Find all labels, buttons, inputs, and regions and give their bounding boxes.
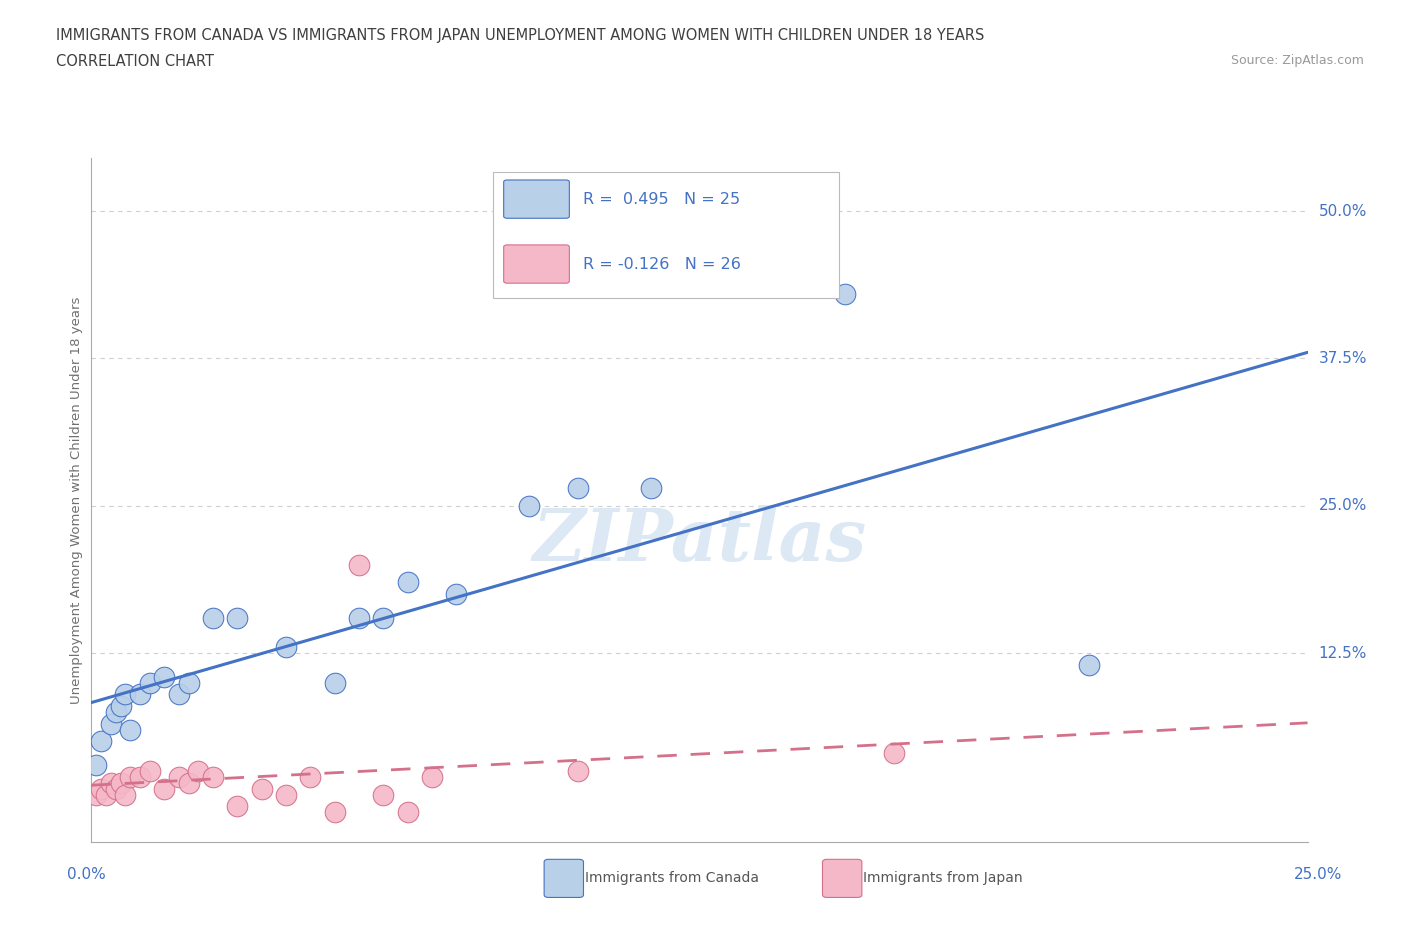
Point [517, 498, 540, 513]
Point [167, 769, 190, 784]
Text: CORRELATION CHART: CORRELATION CHART [56, 54, 214, 69]
Point [640, 481, 662, 496]
Point [94, 787, 117, 802]
Text: Source: ZipAtlas.com: Source: ZipAtlas.com [1230, 54, 1364, 67]
Point [373, 787, 395, 802]
Point [153, 781, 176, 796]
Text: Immigrants from Japan: Immigrants from Japan [863, 870, 1024, 885]
FancyBboxPatch shape [503, 180, 569, 219]
Text: R = -0.126   N = 26: R = -0.126 N = 26 [582, 257, 741, 272]
Point [226, 610, 249, 625]
Point [100, 716, 122, 731]
Text: 25.0%: 25.0% [1319, 498, 1367, 513]
Text: R =  0.495   N = 25: R = 0.495 N = 25 [582, 192, 740, 206]
FancyBboxPatch shape [492, 172, 839, 299]
Point [177, 776, 200, 790]
Point [110, 776, 132, 790]
Point [100, 776, 122, 790]
Point [883, 746, 905, 761]
Point [274, 640, 297, 655]
Point [420, 769, 443, 784]
Point [90, 734, 112, 749]
Point [104, 705, 127, 720]
Text: IMMIGRANTS FROM CANADA VS IMMIGRANTS FROM JAPAN UNEMPLOYMENT AMONG WOMEN WITH CH: IMMIGRANTS FROM CANADA VS IMMIGRANTS FRO… [56, 28, 984, 43]
Point [167, 687, 190, 702]
Text: 25.0%: 25.0% [1295, 867, 1343, 882]
Point [567, 481, 589, 496]
Point [129, 687, 152, 702]
Point [274, 787, 297, 802]
Point [567, 764, 589, 778]
Point [129, 769, 152, 784]
Y-axis label: Unemployment Among Women with Children Under 18 years: Unemployment Among Women with Children U… [70, 296, 83, 704]
Point [226, 799, 249, 814]
Point [323, 804, 346, 819]
Point [120, 723, 142, 737]
Point [396, 804, 419, 819]
Point [90, 781, 112, 796]
Point [104, 781, 127, 796]
Point [110, 698, 132, 713]
FancyBboxPatch shape [503, 245, 569, 284]
Point [139, 764, 162, 778]
Point [396, 575, 419, 590]
Point [1077, 658, 1099, 672]
Point [323, 675, 346, 690]
Point [834, 286, 856, 301]
Text: 12.5%: 12.5% [1319, 645, 1367, 660]
Point [299, 769, 322, 784]
Point [139, 675, 162, 690]
Text: 50.0%: 50.0% [1319, 204, 1367, 219]
Point [114, 787, 136, 802]
Point [120, 769, 142, 784]
Point [84, 758, 107, 773]
Point [202, 610, 225, 625]
Point [84, 787, 107, 802]
Text: Immigrants from Canada: Immigrants from Canada [585, 870, 759, 885]
Point [153, 670, 176, 684]
Point [347, 557, 370, 572]
Point [250, 781, 273, 796]
Text: ZIPatlas: ZIPatlas [533, 505, 866, 577]
Point [202, 769, 225, 784]
Point [444, 587, 467, 602]
Point [114, 687, 136, 702]
Point [373, 610, 395, 625]
Point [187, 764, 209, 778]
Point [347, 610, 370, 625]
Text: 0.0%: 0.0% [67, 867, 107, 882]
Text: 37.5%: 37.5% [1319, 351, 1367, 365]
Point [177, 675, 200, 690]
